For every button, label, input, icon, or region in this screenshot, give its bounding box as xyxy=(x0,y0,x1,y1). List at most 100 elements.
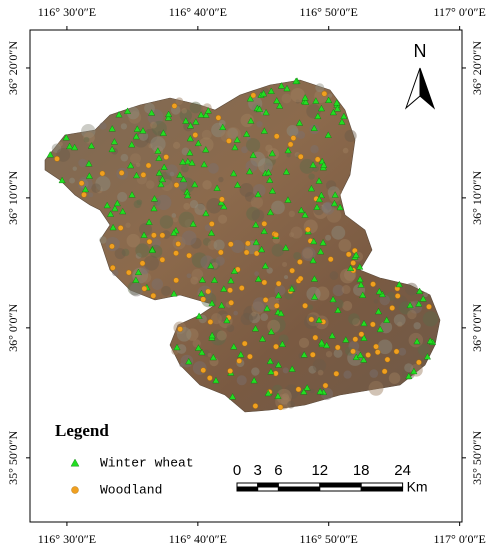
terrain-patch xyxy=(99,236,107,244)
terrain-patch xyxy=(303,219,318,234)
woodland-point xyxy=(226,138,232,144)
terrain-patch xyxy=(135,243,150,258)
terrain-patch xyxy=(281,397,290,406)
terrain-patch xyxy=(373,298,379,304)
scale-label: 24 xyxy=(394,462,411,479)
terrain-patch xyxy=(397,321,403,328)
woodland-point xyxy=(373,343,379,350)
scale-label: 3 xyxy=(254,462,262,479)
scale-segment xyxy=(360,486,404,492)
wheat-point xyxy=(416,287,424,294)
wheat-point xyxy=(310,237,318,245)
terrain-patch xyxy=(265,144,273,152)
woodland-point xyxy=(273,343,279,350)
terrain-patch xyxy=(69,177,75,184)
terrain-patch xyxy=(295,99,300,104)
sample-points xyxy=(46,77,437,411)
terrain-patch xyxy=(140,266,149,275)
wheat-point xyxy=(220,285,228,292)
terrain-patch xyxy=(276,388,292,405)
terrain-patch xyxy=(144,102,155,114)
woodland-point xyxy=(151,232,157,239)
lat-label-right: 36° 0′0″N xyxy=(470,303,484,351)
terrain-patch xyxy=(172,141,181,149)
legend-symbol xyxy=(71,486,79,494)
wheat-point xyxy=(260,127,268,134)
woodland-point xyxy=(243,249,250,256)
woodland-point xyxy=(171,103,178,109)
woodland-point xyxy=(365,352,371,358)
wheat-point xyxy=(274,392,282,399)
wheat-point xyxy=(274,291,283,299)
wheat-point xyxy=(179,158,187,165)
wheat-point xyxy=(208,331,216,339)
woodland-point xyxy=(426,303,432,310)
terrain-patch xyxy=(251,367,260,376)
wheat-point xyxy=(164,114,172,121)
wheat-point xyxy=(184,191,192,199)
woodland-point xyxy=(109,243,115,250)
scale-label: 12 xyxy=(311,462,328,479)
wheat-point xyxy=(300,351,308,358)
wheat-point xyxy=(195,312,203,319)
wheat-point xyxy=(132,171,141,179)
wheat-point xyxy=(127,161,135,169)
terrain-patch xyxy=(284,384,299,400)
wheat-point xyxy=(46,151,54,158)
terrain-patch xyxy=(333,348,343,358)
wheat-point xyxy=(230,267,238,274)
terrain-patch xyxy=(194,203,206,216)
woodland-point xyxy=(393,348,400,355)
terrain-patch xyxy=(299,158,315,174)
terrain-patch xyxy=(198,137,214,153)
wheat-point xyxy=(274,361,282,368)
wheat-point xyxy=(158,175,167,183)
terrain-patch xyxy=(337,189,343,195)
terrain-patch xyxy=(183,202,191,210)
scale-segment xyxy=(257,482,279,488)
terrain-patch xyxy=(315,83,325,93)
woodland-point xyxy=(289,267,295,274)
wheat-point xyxy=(207,229,215,236)
terrain-patch xyxy=(250,196,264,209)
wheat-point xyxy=(218,301,226,309)
wheat-point xyxy=(406,301,414,309)
lon-label-bottom: 116° 30′0″E xyxy=(38,532,96,546)
woodland-point xyxy=(218,249,224,256)
terrain-patch xyxy=(190,237,202,249)
woodland-point xyxy=(205,288,211,295)
terrain-patch xyxy=(191,252,208,268)
wheat-point xyxy=(317,247,325,255)
terrain-patch xyxy=(315,286,330,301)
woodland-point xyxy=(308,316,315,323)
woodland-point xyxy=(275,280,282,287)
wheat-point xyxy=(303,384,311,391)
woodland-point xyxy=(99,170,106,177)
wheat-point xyxy=(109,223,117,231)
terrain-patch xyxy=(252,183,266,197)
woodland-point xyxy=(333,370,340,377)
wheat-point xyxy=(314,112,322,119)
wheat-point xyxy=(81,185,89,193)
woodland-point xyxy=(389,305,395,311)
terrain-patch xyxy=(324,201,333,210)
woodland-point xyxy=(327,256,334,263)
terrain-patch xyxy=(271,244,285,257)
woodland-point xyxy=(314,156,321,163)
wheat-point xyxy=(352,251,360,258)
lat-label-left: 36° 0′0″N xyxy=(6,303,20,351)
terrain-patch xyxy=(326,208,342,223)
wheat-point xyxy=(150,204,158,212)
wheat-point xyxy=(185,357,193,365)
woodland-point xyxy=(215,114,222,121)
wheat-point xyxy=(405,372,413,380)
wheat-point xyxy=(139,127,147,134)
terrain-patch xyxy=(393,295,408,310)
woodland-point xyxy=(345,251,352,258)
terrain-patch xyxy=(95,176,111,192)
terrain-patch xyxy=(139,222,153,236)
legend: Winter wheat Woodland xyxy=(70,455,194,497)
wheat-point xyxy=(329,108,337,116)
wheat-point xyxy=(334,306,342,313)
